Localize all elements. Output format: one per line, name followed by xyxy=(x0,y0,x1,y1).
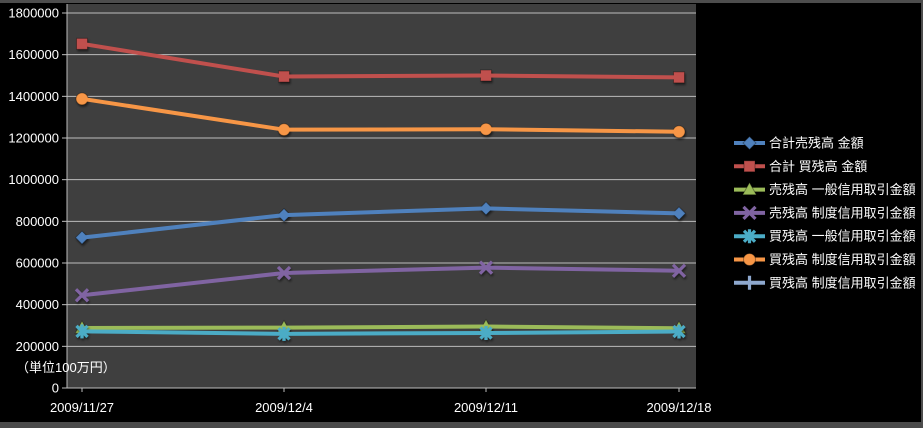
y-axis-label: 1000000 xyxy=(8,172,59,187)
legend-label: 合計 買残高 金額 xyxy=(769,159,867,174)
series-line xyxy=(80,265,681,298)
legend-label: 合計売残高 金額 xyxy=(769,136,864,151)
legend-label: 買残高 制度信用取引金額 xyxy=(769,275,916,290)
y-axis-label: 400000 xyxy=(16,297,59,312)
y-axis-label: 1600000 xyxy=(8,47,59,62)
series-line xyxy=(80,206,681,240)
legend-label: 売残高 一般信用取引金額 xyxy=(769,182,916,197)
window-edge-bottom xyxy=(0,422,923,428)
window-edge-top xyxy=(0,0,923,3)
x-marker-icon xyxy=(742,205,757,221)
legend-label: 買残高 制度信用取引金額 xyxy=(769,252,916,267)
y-axis-label: 1800000 xyxy=(8,6,59,21)
plus-marker-icon xyxy=(742,275,757,290)
legend-item: 買残高 制度信用取引金額 xyxy=(734,252,916,267)
y-axis-label: 800000 xyxy=(16,214,59,229)
legend-label: 売残高 制度信用取引金額 xyxy=(769,205,916,220)
legend-item: 買残高 一般信用取引金額 xyxy=(734,229,916,244)
axis-unit-label: （単位100万円） xyxy=(16,360,116,375)
circle-marker-icon xyxy=(743,253,756,266)
asterisk-marker-icon xyxy=(742,229,757,244)
x-axis-label: 2009/11/27 xyxy=(50,400,114,415)
diamond-marker-icon xyxy=(742,135,757,151)
legend-label: 買残高 一般信用取引金額 xyxy=(769,229,916,244)
series-0 xyxy=(74,201,687,245)
plot-area xyxy=(67,4,696,388)
triangle-marker-icon xyxy=(741,181,758,196)
legend-item: 合計 買残高 金額 xyxy=(734,159,867,174)
series-line xyxy=(80,329,681,336)
x-axis-label: 2009/12/11 xyxy=(454,400,518,415)
legend-item: 売残高 制度信用取引金額 xyxy=(734,205,916,220)
y-axis-label: 0 xyxy=(52,381,59,396)
window-edge-right xyxy=(921,0,923,428)
y-axis-label: 600000 xyxy=(16,256,59,271)
y-axis-label: 200000 xyxy=(16,339,59,354)
series-line xyxy=(80,324,681,331)
square-marker-icon xyxy=(743,160,756,173)
series-line xyxy=(80,96,681,134)
legend-item: 合計売残高 金額 xyxy=(734,136,864,151)
legend-item: 売残高 一般信用取引金額 xyxy=(734,181,916,197)
y-axis-label: 1400000 xyxy=(8,89,59,104)
legend-item: 買残高 制度信用取引金額 xyxy=(734,275,916,290)
series-line xyxy=(80,41,681,80)
x-axis-label: 2009/12/18 xyxy=(646,400,711,415)
x-axis-label: 2009/12/4 xyxy=(255,400,313,415)
y-axis-label: 1200000 xyxy=(8,131,59,146)
